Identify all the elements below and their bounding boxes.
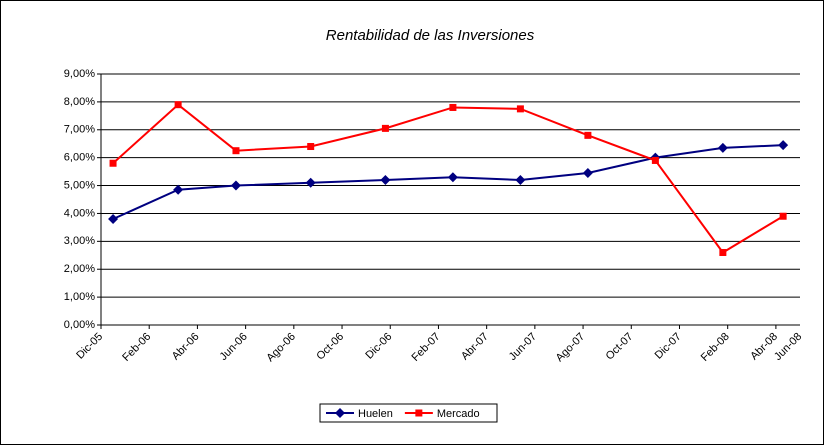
marker — [447, 172, 458, 183]
y-tick-label: 7,00% — [64, 124, 95, 136]
marker — [173, 184, 184, 195]
marker — [380, 174, 391, 185]
marker — [717, 142, 728, 153]
y-tick-label: 8,00% — [64, 96, 95, 108]
marker — [335, 408, 345, 418]
marker — [582, 168, 593, 179]
legend-label: Mercado — [437, 408, 480, 420]
marker — [719, 248, 727, 256]
marker — [230, 180, 241, 191]
y-tick-label: 2,00% — [64, 263, 95, 275]
y-tick-label: 3,00% — [64, 235, 95, 247]
y-tick-label: 6,00% — [64, 152, 95, 164]
marker — [778, 140, 789, 151]
y-tick-label: 0,00% — [64, 319, 95, 331]
marker — [779, 212, 787, 220]
marker — [584, 131, 592, 139]
marker — [174, 101, 182, 109]
marker — [109, 159, 117, 167]
y-tick-label: 9,00% — [64, 68, 95, 80]
marker — [415, 409, 423, 417]
marker — [515, 174, 526, 185]
y-tick-label: 5,00% — [64, 179, 95, 191]
marker — [232, 147, 240, 155]
marker — [381, 124, 389, 132]
chart-title: Rentabilidad de las Inversiones — [326, 27, 535, 44]
marker — [108, 214, 119, 225]
marker — [449, 103, 457, 111]
marker — [516, 105, 524, 113]
marker — [307, 143, 315, 151]
marker — [651, 156, 659, 164]
legend-label: Huelen — [358, 408, 393, 420]
marker — [305, 177, 316, 188]
y-tick-label: 4,00% — [64, 207, 95, 219]
y-tick-label: 1,00% — [64, 291, 95, 303]
